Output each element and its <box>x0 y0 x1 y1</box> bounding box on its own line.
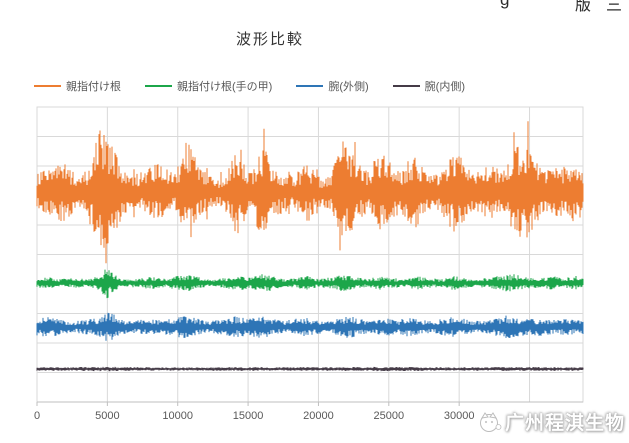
x-axis: 0 5000 10000 15000 20000 25000 30000 <box>34 401 583 422</box>
x-tick-label: 25000 <box>374 410 405 422</box>
legend-label: 腕(外側) <box>328 81 369 93</box>
legend-label: 親指付け根 <box>66 81 121 93</box>
series-3-waveform <box>36 366 584 372</box>
legend-item: 親指付け根(手の甲) <box>145 78 272 94</box>
top-edge-text-fragment: 版 <box>575 0 592 14</box>
series-1-waveform <box>36 269 584 299</box>
chart-title: 波形比較 <box>235 31 304 48</box>
x-tick-label: 15000 <box>233 410 264 422</box>
legend-label: 腕(内側) <box>424 81 465 93</box>
series-0-waveform <box>36 121 584 264</box>
top-edge-text-fragment: 三 <box>606 0 623 14</box>
legend-item: 腕(外側) <box>296 78 369 94</box>
legend-line-swatch <box>296 85 324 87</box>
legend-item: 親指付け根 <box>34 78 121 94</box>
legend: 親指付け根 親指付け根(手の甲) 腕(外側) 腕(内側) <box>34 78 465 94</box>
x-tick-label: 20000 <box>303 410 334 422</box>
legend-line-swatch <box>392 85 420 87</box>
legend-line-swatch <box>145 85 172 87</box>
x-tick-label: 30000 <box>444 410 475 422</box>
top-edge-text-fragment: g <box>500 0 509 10</box>
legend-label: 親指付け根(手の甲) <box>177 81 273 93</box>
legend-line-swatch <box>34 85 61 87</box>
x-tick-label: 10000 <box>162 410 193 422</box>
gridlines <box>36 106 584 403</box>
x-tick-label: 5000 <box>95 410 119 422</box>
x-tick-label: 0 <box>34 410 40 422</box>
series-2-waveform <box>36 312 584 341</box>
legend-item: 腕(内側) <box>392 78 465 94</box>
